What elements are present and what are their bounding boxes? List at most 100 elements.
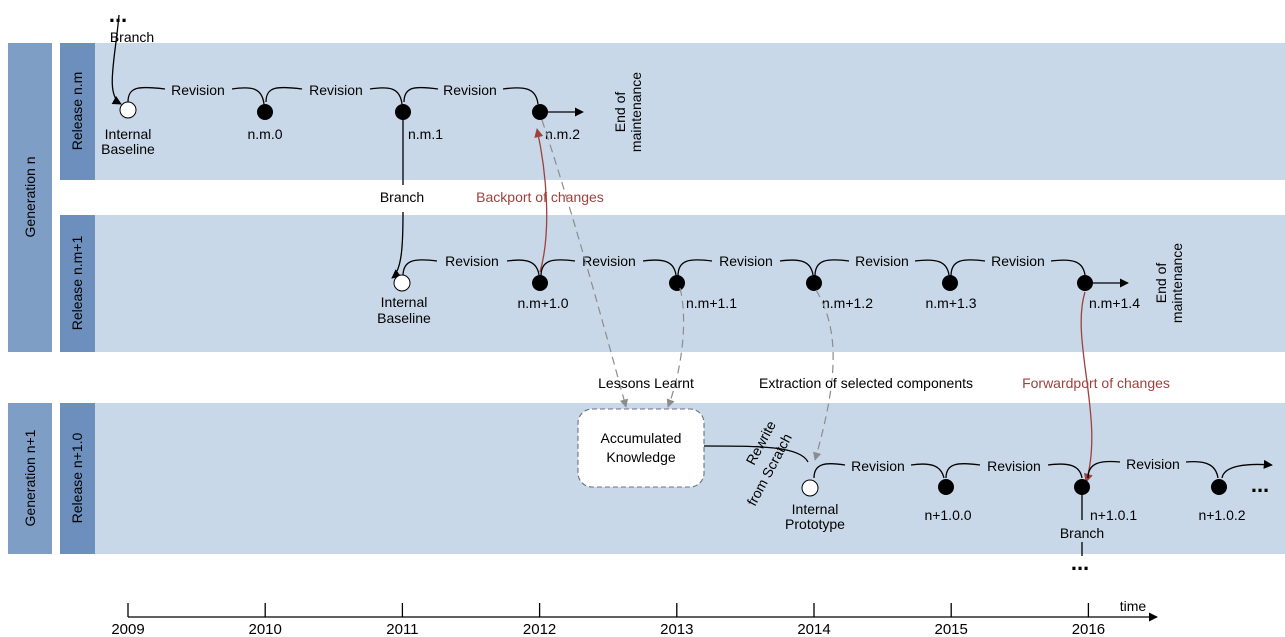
internal-label-r3: Internal	[792, 501, 839, 517]
node-nm1	[395, 104, 411, 120]
revision-arrow-r1-1	[127, 86, 265, 105]
forwardport-label: Forwardport of changes	[1022, 375, 1170, 391]
maintenance-label-r1: maintenance	[628, 72, 644, 152]
knowledge-label: Knowledge	[606, 449, 675, 465]
forwardport-arrow	[1080, 291, 1093, 483]
axis-year-label-2012: 2012	[523, 621, 556, 637]
node-label-n1-2: n+1.0.2	[1198, 507, 1245, 523]
node-nm1-0	[532, 275, 548, 291]
baseline-label-r2: Baseline	[377, 310, 431, 326]
mid-branch-label: Branch	[380, 189, 424, 205]
node-nm1-3	[942, 275, 958, 291]
node-label-n1-0: n+1.0.0	[924, 507, 971, 523]
axis-year-label-2013: 2013	[660, 621, 693, 637]
lessons-dashed-arrow-1	[541, 119, 629, 408]
revision-arrow-r2-3	[677, 259, 814, 277]
generation-n-label: Generation n	[22, 157, 38, 238]
revision-label-r2-4: Revision	[855, 253, 909, 269]
node-label-nm0: n.m.0	[247, 126, 282, 142]
top-ellipsis: ...	[109, 2, 127, 27]
rewrite-arrow	[703, 445, 809, 463]
extraction-dashed-arrow	[813, 289, 834, 461]
revision-label-r2-1: Revision	[445, 253, 499, 269]
revision-arrow-r2-4	[814, 259, 950, 277]
release-nm-bar	[60, 43, 95, 180]
node-label-nm2: n.m.2	[545, 126, 580, 142]
top-branch-arrow	[111, 14, 122, 105]
axis-year-label-2010: 2010	[249, 621, 282, 637]
node-label-nm1-3: n.m+1.3	[926, 295, 977, 311]
revision-arrow-r1-3	[403, 86, 539, 105]
generation-n1-bar	[8, 403, 52, 554]
node-nm2	[532, 104, 548, 120]
baseline-node-r2	[393, 274, 411, 292]
release-nm-label: Release n.m	[69, 72, 85, 151]
release-nm1-label: Release n.m+1	[69, 236, 85, 331]
baseline-label-r1: Baseline	[101, 141, 155, 157]
revision-arrow-r2-2	[540, 259, 677, 277]
continue-arrow-r3	[1221, 459, 1273, 479]
bottom-ellipsis: ...	[1071, 550, 1089, 575]
lessons-dashed-arrow-2	[666, 287, 685, 408]
time-axis-label: time	[1120, 598, 1147, 614]
revision-arrow-r3-2	[945, 463, 1083, 479]
node-n1-2	[1211, 479, 1227, 495]
node-nm1-4	[1077, 275, 1093, 291]
revision-label-r1-2: Revision	[309, 82, 363, 98]
revision-label-r2-5: Revision	[991, 253, 1045, 269]
revision-arrow-r2-1	[402, 259, 540, 277]
release-band-nm	[95, 43, 1285, 180]
node-label-nm1-4: n.m+1.4	[1089, 295, 1140, 311]
node-label-nm1-0: n.m+1.0	[518, 295, 569, 311]
accumulated-label: Accumulated	[601, 430, 682, 446]
revision-arrow-r3-1	[813, 463, 945, 479]
internal-label-r1: Internal	[105, 126, 152, 142]
node-label-nm1: n.m.1	[408, 126, 443, 142]
node-label-n1-1: n+1.0.1	[1090, 507, 1137, 523]
branch-arrow-mid	[392, 120, 404, 278]
extraction-label: Extraction of selected components	[759, 375, 973, 391]
node-n1-1	[1074, 479, 1090, 495]
axis-ticks: 2009 2010 2011 2012 2013 2014 2015 2016	[111, 603, 1105, 637]
axis-year-label-2016: 2016	[1072, 621, 1105, 637]
top-branch-label: Branch	[110, 29, 154, 45]
revision-label-r1-1: Revision	[171, 82, 225, 98]
axis-year-label-2014: 2014	[797, 621, 830, 637]
revision-label-r2-3: Revision	[719, 253, 773, 269]
revision-label-r3-2: Revision	[987, 458, 1041, 474]
node-n1-0	[938, 479, 954, 495]
prototype-label: Prototype	[785, 516, 845, 532]
generation-n-bar	[8, 43, 52, 352]
node-nm0	[257, 104, 273, 120]
node-label-nm1-1: n.m+1.1	[686, 295, 737, 311]
maintenance-label-r2: maintenance	[1169, 243, 1185, 323]
accumulated-knowledge-box	[577, 408, 705, 488]
revision-arrow-r3-3	[1087, 460, 1219, 479]
axis-year-label-2015: 2015	[935, 621, 968, 637]
revision-arrow-r2-5	[950, 259, 1086, 277]
end-of-label-r2: End of	[1153, 263, 1169, 304]
node-label-nm1-2: n.m+1.2	[822, 295, 873, 311]
revision-arrow-r1-2	[265, 86, 403, 105]
release-n1-bar	[60, 403, 95, 554]
baseline-node-r1	[119, 101, 137, 119]
revision-label-r3-3: Revision	[1126, 456, 1180, 472]
right-ellipsis: ...	[1251, 472, 1269, 497]
end-of-label-r1: End of	[612, 92, 628, 133]
node-nm1-2	[806, 275, 822, 291]
backport-arrow	[534, 128, 548, 273]
axis-year-label-2009: 2009	[111, 621, 144, 637]
revision-label-r1-3: Revision	[443, 82, 497, 98]
prototype-node	[801, 479, 819, 497]
revision-label-r3-1: Revision	[851, 458, 905, 474]
backport-label: Backport of changes	[476, 189, 604, 205]
lessons-label: Lessons Learnt	[598, 375, 694, 391]
node-nm1-1	[669, 275, 685, 291]
release-nm1-bar	[60, 215, 95, 352]
revision-label-r2-2: Revision	[582, 253, 636, 269]
bottom-branch-label: Branch	[1060, 525, 1104, 541]
internal-label-r2: Internal	[381, 294, 428, 310]
release-n1-label: Release n+1.0	[69, 432, 85, 523]
axis-year-label-2011: 2011	[386, 621, 418, 637]
